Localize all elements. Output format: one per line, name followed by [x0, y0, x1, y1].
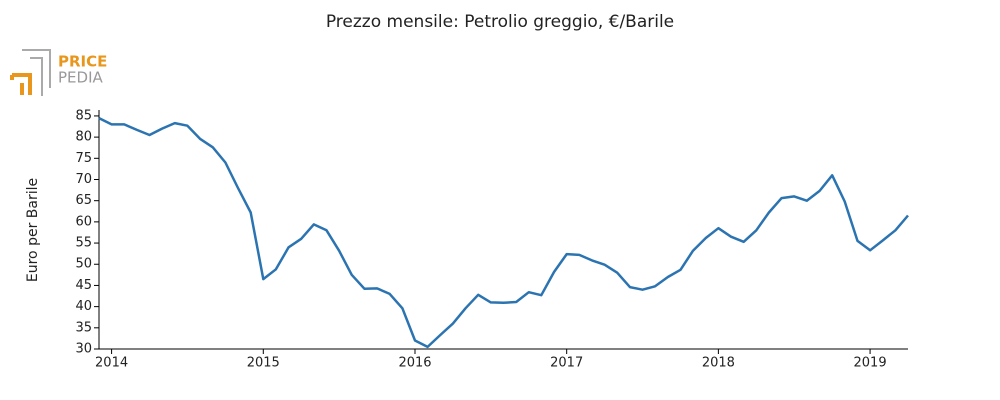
logo: PRICE PEDIA: [10, 49, 107, 96]
y-tick-label: 50: [75, 257, 92, 272]
logo-mark: [10, 73, 32, 95]
y-tick-label: 65: [75, 193, 92, 208]
x-tick-label: 2018: [702, 356, 735, 371]
x-tick-label: 2016: [398, 356, 431, 371]
y-tick-label: 70: [75, 172, 92, 187]
series-line: [98, 116, 909, 349]
y-tick-label: 45: [75, 278, 92, 293]
y-tick-label: 30: [75, 342, 92, 357]
logo-frame: [22, 49, 51, 96]
y-tick-label: 35: [75, 320, 92, 335]
x-tick-label: 2019: [854, 356, 887, 371]
y-tick-label: 40: [75, 299, 92, 314]
logo-bottom: PEDIA: [58, 69, 103, 87]
y-tick-label: 55: [75, 236, 92, 251]
x-tick-label: 2017: [550, 356, 583, 371]
y-tick-label: 80: [75, 130, 92, 145]
x-tick-label: 2014: [95, 356, 128, 371]
chart-title: Prezzo mensile: Petrolio greggio, €/Bari…: [326, 12, 674, 32]
y-tick-label: 60: [75, 214, 92, 229]
y-tick-label: 75: [75, 151, 92, 166]
y-tick-label: 85: [75, 108, 92, 123]
y-axis-title: Euro per Barile: [25, 178, 41, 282]
x-tick-label: 2015: [247, 356, 280, 371]
logo-top: PRICE: [58, 53, 107, 71]
